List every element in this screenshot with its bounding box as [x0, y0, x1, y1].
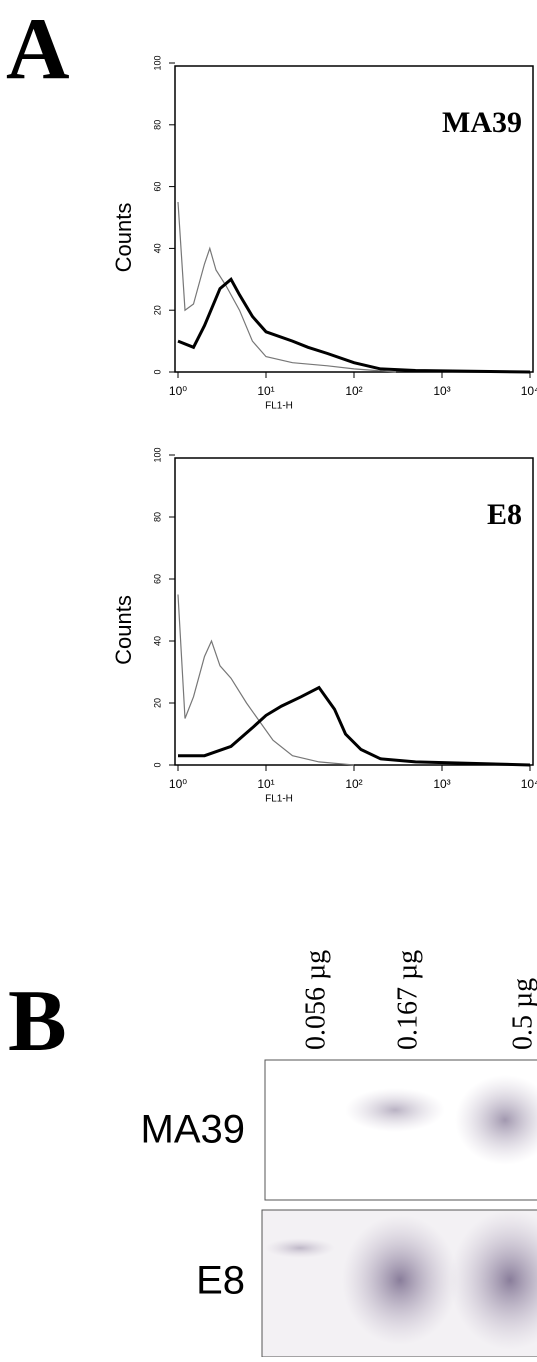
y-tick-label: 40	[152, 243, 162, 253]
lane-label: 0.167 µg	[392, 950, 423, 1050]
row-label: E8	[196, 1259, 245, 1303]
blot	[261, 1059, 537, 1358]
y-tick-label: 100	[152, 447, 162, 462]
x-tick-label: 10⁰	[169, 777, 187, 791]
panel-label: B	[8, 973, 67, 1070]
lane-label: 0.5 µg	[507, 978, 537, 1050]
y-tick-label: 60	[152, 574, 162, 584]
lane-label: 0.056 µg	[300, 950, 331, 1050]
x-tick-label: 10³	[433, 777, 450, 791]
x-tick-label: 10⁴	[521, 777, 537, 791]
histogram-line	[178, 685, 531, 767]
y-tick-label: 80	[152, 512, 162, 522]
y-tick-label: 80	[152, 120, 162, 130]
chart-title: MA39	[442, 106, 522, 139]
x-tick-label: 10⁰	[169, 384, 187, 398]
y-tick-label: 20	[152, 305, 162, 315]
histogram-line	[177, 594, 355, 766]
band	[265, 1238, 335, 1258]
y-tick-label: 0	[152, 762, 162, 767]
row-label: MA39	[141, 1108, 246, 1152]
y-tick-label: 40	[152, 636, 162, 646]
band	[342, 1215, 458, 1345]
y-axis-label: Counts	[111, 203, 136, 273]
histogram-line	[177, 201, 397, 373]
x-tick-label: 10³	[433, 384, 450, 398]
band	[455, 1075, 537, 1165]
plot-frame	[174, 457, 534, 766]
x-tick-label: 10²	[345, 384, 362, 398]
y-tick-label: 20	[152, 698, 162, 708]
x-axis-label: FL1-H	[265, 401, 293, 412]
panel-label: A	[6, 1, 70, 98]
band	[345, 1088, 445, 1132]
chart-title: E8	[487, 498, 522, 531]
x-tick-label: 10¹	[257, 384, 274, 398]
y-tick-label: 100	[152, 55, 162, 70]
x-axis-label: FL1-H	[265, 794, 293, 805]
y-axis-label: Counts	[111, 595, 136, 665]
y-tick-label: 0	[152, 369, 162, 374]
y-tick-label: 60	[152, 182, 162, 192]
x-tick-label: 10¹	[257, 777, 274, 791]
x-tick-label: 10⁴	[521, 384, 537, 398]
band	[450, 1210, 537, 1350]
x-tick-label: 10²	[345, 777, 362, 791]
histogram-line	[177, 276, 531, 374]
